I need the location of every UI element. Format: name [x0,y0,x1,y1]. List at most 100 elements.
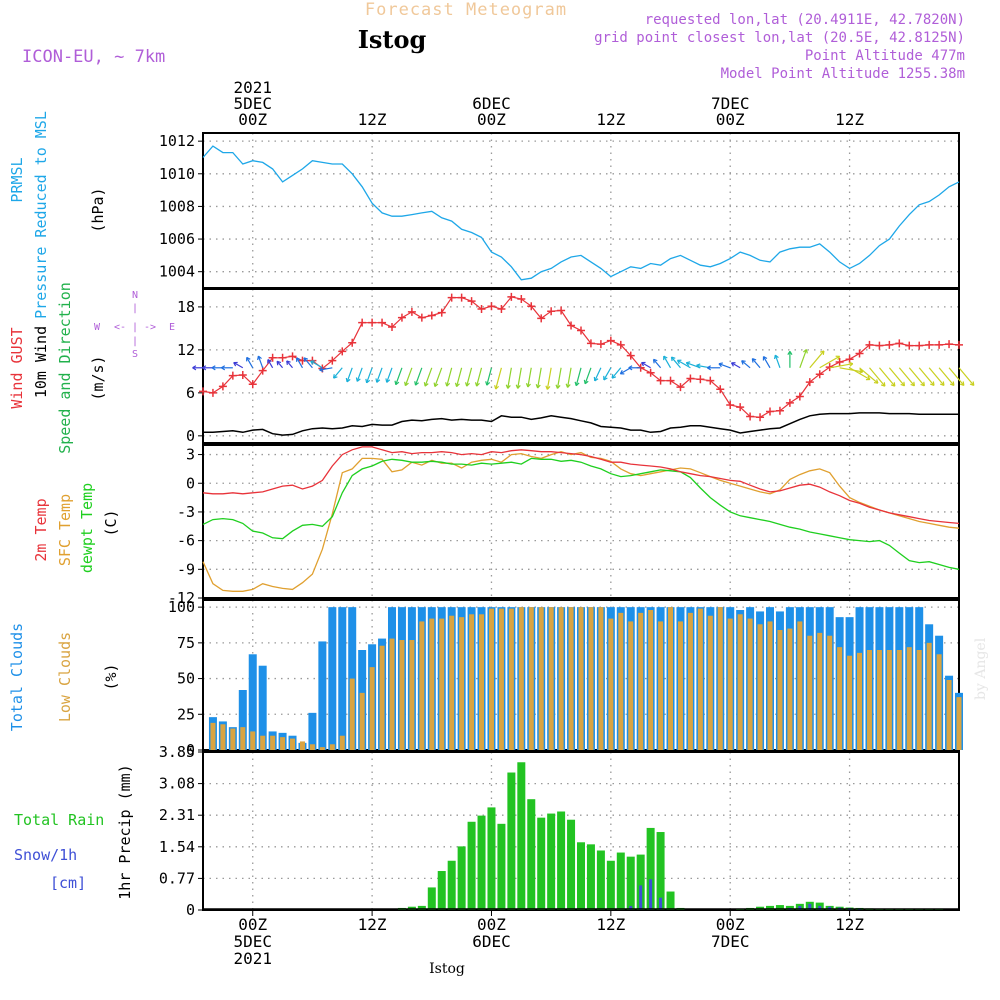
wind-arrow [641,362,651,369]
wind-arrow [517,367,522,389]
requested-point: requested lon,lat (20.4911E, 42.7820N) [645,12,965,28]
wind-arrowhead [652,358,658,364]
low-cloud-bar [419,621,425,750]
wind-arrow [948,367,965,386]
wind-arrowhead [505,384,511,389]
low-cloud-bar [369,667,375,750]
gust-marker [925,340,934,349]
snow-bar [808,903,812,910]
low-cloud-bar [936,654,942,750]
compass-bar: | [132,322,138,333]
wind-arrowhead [741,360,746,365]
low-cloud-bar [906,647,912,750]
gust-marker [676,383,685,392]
rain-bar [457,846,466,910]
wind-arrowhead [865,375,871,381]
gust-marker [895,339,904,348]
gust-marker [547,307,556,316]
gust-marker [815,370,824,379]
low-cloud-bar [409,640,415,750]
wind-arrow [799,349,808,368]
wind-arrow [918,367,935,386]
wind-arrow [888,367,905,387]
faded-title: Forecast Meteogram [365,0,567,20]
low-cloud-bar [837,647,843,750]
wind-arrowhead [414,381,420,386]
wind-arrowhead [276,360,282,366]
gust-marker [338,347,347,356]
time-label-bottom: 7DEC [711,932,750,951]
y-tick-label: -12 [168,589,195,607]
low-cloud-bar [648,610,654,750]
wind-arrow [424,367,433,387]
low-cloud-bar [876,650,882,750]
gust-marker [915,341,924,350]
panel-frame [202,444,960,599]
low-cloud-bar [220,724,226,750]
low-cloud-bar [459,617,465,750]
wind-arrowhead [583,379,589,385]
gust-marker [258,366,267,375]
time-label-top: 6DEC [472,94,511,113]
low-cloud-bar [668,607,674,750]
gust-marker [656,376,665,385]
wind-arrowhead [535,384,541,389]
panel-frame [202,288,960,444]
snow-bar [639,885,643,910]
wind-arrow [878,367,896,387]
gust-marker [945,340,954,349]
low-cloud-bar [578,607,584,750]
wind-arrow [594,367,602,382]
low-cloud-bar [528,607,534,750]
gust-marker [228,371,237,380]
wind-arrowhead [920,381,925,387]
wind-arrow [246,357,254,369]
wind-arrowhead [900,381,906,387]
wind-arrow [958,367,975,386]
gust-marker [766,407,774,416]
y-label-percent: (%) [102,663,120,690]
y-label-low-clouds: Low Clouds [56,632,74,722]
rain-bar [646,827,655,910]
low-cloud-bar [339,735,345,750]
rain-bar [447,860,456,910]
low-cloud-bar [817,632,823,750]
wind-speed-line [203,412,959,436]
y-label-ms: (m/s) [89,355,107,400]
low-cloud-bar [737,614,743,750]
wind-arrowhead [464,382,470,387]
wind-arrow [233,362,244,369]
low-cloud-bar [827,635,833,750]
low-cloud-bar [538,607,544,750]
gust-marker [388,322,396,331]
wind-arrowhead [930,381,935,386]
time-label-top: 00Z [477,110,506,129]
wind-arrowhead [603,375,608,381]
low-cloud-bar [558,607,564,750]
wind-arrow [276,360,284,369]
gust-marker [457,293,466,302]
gust-marker [417,313,426,322]
gust-marker [517,295,526,304]
y-label-dewpt: dewpt Temp [78,483,96,573]
low-cloud-bar [807,635,813,750]
time-label-bottom: 12Z [835,915,864,934]
rain-bar [766,905,774,910]
low-cloud-bar [449,615,455,750]
wind-arrow [898,367,915,387]
time-label-bottom: 12Z [358,915,387,934]
pressure-line [202,145,960,281]
rain-bar [527,799,536,910]
wind-arrowhead [555,384,561,389]
total-cloud-bar [318,641,327,750]
time-label-bottom: 6DEC [472,932,511,951]
low-cloud-bar [847,655,853,750]
low-cloud-bar [866,650,872,750]
y-tick-label: -9 [177,560,195,578]
wind-arrowhead [706,365,712,371]
total-cloud-bar [248,654,257,750]
wind-arrowhead [848,361,854,367]
wind-arrowhead [365,378,371,384]
wind-arrowhead [762,356,768,361]
